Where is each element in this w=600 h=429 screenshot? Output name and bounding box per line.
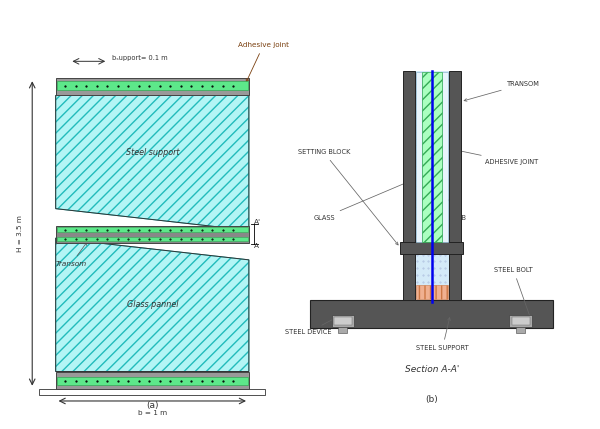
- Text: Transom: Transom: [56, 242, 87, 267]
- Bar: [56, 372, 249, 389]
- Bar: [334, 317, 352, 325]
- Text: (a): (a): [146, 401, 158, 410]
- Bar: [56, 79, 249, 95]
- Bar: [442, 72, 448, 242]
- Text: A': A': [254, 219, 261, 225]
- Bar: [517, 326, 525, 333]
- Bar: [332, 315, 354, 326]
- Bar: [39, 389, 265, 395]
- Polygon shape: [56, 238, 249, 372]
- Bar: [56, 226, 249, 243]
- Bar: [310, 300, 553, 328]
- Bar: [57, 237, 248, 241]
- Bar: [422, 72, 442, 242]
- Bar: [400, 242, 463, 254]
- Text: SETTING BLOCK: SETTING BLOCK: [298, 149, 398, 245]
- Bar: [416, 285, 448, 299]
- Bar: [415, 71, 449, 300]
- Polygon shape: [56, 95, 249, 230]
- Text: Glass pannel: Glass pannel: [127, 300, 178, 309]
- Text: Steel support: Steel support: [125, 148, 179, 157]
- Bar: [512, 317, 530, 325]
- Text: STEEL DEVICE: STEEL DEVICE: [285, 316, 340, 335]
- Bar: [403, 71, 415, 300]
- Bar: [57, 377, 248, 386]
- Bar: [449, 71, 461, 300]
- Text: STEEL BOLT: STEEL BOLT: [494, 267, 533, 319]
- Text: PVB: PVB: [436, 181, 467, 221]
- Text: Adhesive joint: Adhesive joint: [238, 42, 289, 82]
- Text: H = 3.5 m: H = 3.5 m: [17, 215, 23, 252]
- Text: b = 1 m: b = 1 m: [138, 410, 167, 416]
- Text: STEEL SUPPORT: STEEL SUPPORT: [416, 317, 469, 351]
- Bar: [338, 326, 347, 333]
- Bar: [416, 72, 422, 242]
- Bar: [57, 82, 248, 90]
- Text: ADHESIVE JOINT: ADHESIVE JOINT: [452, 148, 538, 165]
- Text: (b): (b): [425, 395, 438, 404]
- Text: GLASS: GLASS: [313, 178, 415, 221]
- Text: Section A-A': Section A-A': [404, 366, 459, 375]
- Text: A: A: [254, 243, 259, 249]
- Text: bₛupport= 0.1 m: bₛupport= 0.1 m: [112, 54, 168, 60]
- Bar: [509, 315, 532, 326]
- Bar: [57, 227, 248, 232]
- Text: TRANSOM: TRANSOM: [464, 81, 539, 101]
